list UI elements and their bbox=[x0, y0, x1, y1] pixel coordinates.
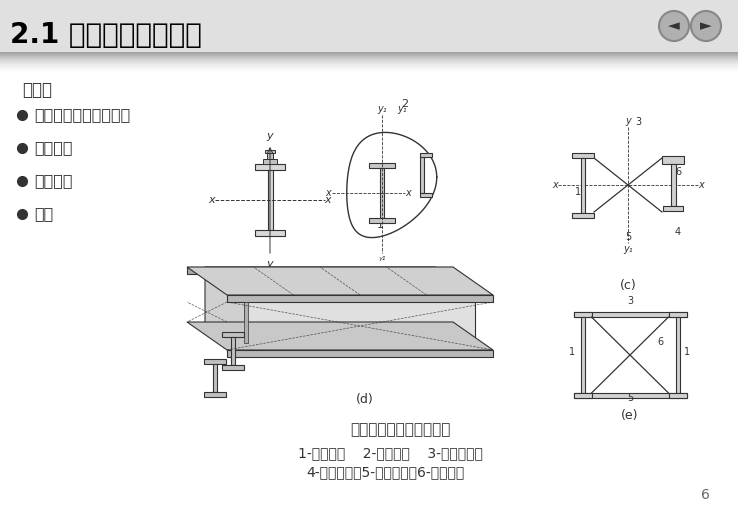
Bar bbox=[204, 359, 226, 364]
Polygon shape bbox=[245, 295, 475, 350]
Bar bbox=[0, 66, 738, 68]
Text: y₁: y₁ bbox=[397, 104, 407, 114]
Bar bbox=[671, 164, 675, 206]
Bar bbox=[369, 218, 395, 223]
Text: 3: 3 bbox=[627, 296, 633, 306]
Text: 2: 2 bbox=[401, 99, 409, 109]
Polygon shape bbox=[227, 350, 493, 357]
Bar bbox=[573, 393, 686, 398]
Bar bbox=[244, 302, 248, 343]
Bar bbox=[267, 170, 272, 230]
Text: 5: 5 bbox=[627, 393, 633, 403]
Bar bbox=[265, 150, 275, 153]
Text: 辅助桁架: 辅助桁架 bbox=[34, 174, 72, 188]
Polygon shape bbox=[187, 322, 493, 350]
Text: y: y bbox=[266, 131, 273, 141]
Text: 1: 1 bbox=[376, 220, 384, 230]
Text: x: x bbox=[209, 195, 215, 205]
Bar bbox=[573, 312, 591, 317]
Bar bbox=[663, 206, 683, 211]
Bar bbox=[0, 64, 738, 66]
Bar bbox=[0, 52, 738, 54]
Bar bbox=[0, 70, 738, 72]
Bar bbox=[0, 60, 738, 62]
Text: (d): (d) bbox=[356, 394, 374, 406]
Text: (b): (b) bbox=[411, 281, 429, 295]
Bar bbox=[0, 74, 738, 76]
Bar bbox=[204, 392, 226, 397]
Text: y: y bbox=[625, 116, 631, 126]
Bar bbox=[0, 54, 738, 56]
Text: 1: 1 bbox=[575, 187, 581, 197]
Bar bbox=[0, 72, 738, 74]
Text: x: x bbox=[405, 188, 411, 198]
Text: y: y bbox=[266, 259, 273, 269]
Bar bbox=[222, 332, 244, 337]
Text: 5: 5 bbox=[625, 232, 631, 242]
Text: x: x bbox=[325, 195, 331, 205]
Bar bbox=[0, 56, 738, 58]
Polygon shape bbox=[227, 295, 493, 302]
Bar bbox=[669, 393, 686, 398]
Text: y₁: y₁ bbox=[377, 104, 387, 114]
Text: 3: 3 bbox=[635, 117, 641, 127]
Bar bbox=[263, 159, 277, 164]
Bar bbox=[369, 163, 395, 168]
Text: y₁: y₁ bbox=[623, 244, 632, 254]
Bar bbox=[213, 364, 217, 392]
Bar bbox=[420, 193, 432, 197]
Text: 1: 1 bbox=[684, 347, 691, 357]
Text: x: x bbox=[325, 188, 331, 198]
Text: x: x bbox=[698, 180, 704, 190]
Text: 4: 4 bbox=[675, 227, 681, 237]
Text: 支撑: 支撑 bbox=[34, 206, 53, 221]
Circle shape bbox=[659, 11, 689, 41]
Bar bbox=[255, 230, 285, 236]
Polygon shape bbox=[205, 267, 475, 295]
Bar bbox=[267, 153, 273, 159]
Text: (c): (c) bbox=[620, 278, 636, 292]
Bar bbox=[420, 157, 424, 193]
Bar bbox=[222, 365, 244, 370]
Bar bbox=[662, 156, 684, 164]
Text: 吊车梁（或吊车桁架）: 吊车梁（或吊车桁架） bbox=[34, 108, 130, 122]
FancyBboxPatch shape bbox=[0, 0, 738, 52]
Text: 组成：: 组成： bbox=[22, 81, 52, 99]
Text: 6: 6 bbox=[700, 488, 709, 502]
Bar bbox=[573, 312, 686, 317]
Text: 1-吊车梁；    2-制动梁；    3-制动桁架；: 1-吊车梁； 2-制动梁； 3-制动桁架； bbox=[297, 446, 483, 460]
Polygon shape bbox=[205, 267, 245, 350]
Bar bbox=[0, 62, 738, 64]
Text: ►: ► bbox=[700, 18, 712, 34]
Text: 吊车梁及制动结构的组成: 吊车梁及制动结构的组成 bbox=[350, 423, 450, 437]
Bar bbox=[420, 153, 432, 157]
Bar bbox=[581, 317, 584, 393]
Bar bbox=[675, 317, 680, 393]
Text: 6: 6 bbox=[675, 167, 681, 177]
Polygon shape bbox=[187, 267, 453, 274]
Bar bbox=[669, 312, 686, 317]
Text: ᵧ₁: ᵧ₁ bbox=[379, 252, 386, 262]
Text: (a): (a) bbox=[261, 281, 279, 295]
Text: 1: 1 bbox=[570, 347, 576, 357]
Circle shape bbox=[691, 11, 721, 41]
Text: 制动结构: 制动结构 bbox=[34, 141, 72, 155]
Bar bbox=[380, 168, 384, 218]
Bar bbox=[255, 164, 285, 170]
Text: 2.1 吊车梁系统的组成: 2.1 吊车梁系统的组成 bbox=[10, 21, 202, 49]
Text: 6: 6 bbox=[657, 337, 663, 347]
Bar bbox=[572, 212, 594, 217]
Polygon shape bbox=[187, 267, 493, 295]
Bar bbox=[231, 337, 235, 365]
Text: ◄: ◄ bbox=[668, 18, 680, 34]
Text: 4-辅助桁架；5-水平支撑；6-垂直支撑: 4-辅助桁架；5-水平支撑；6-垂直支撑 bbox=[306, 465, 464, 479]
Bar bbox=[572, 152, 594, 157]
Bar bbox=[0, 68, 738, 70]
Bar bbox=[0, 58, 738, 60]
Bar bbox=[581, 157, 585, 212]
Bar bbox=[573, 393, 591, 398]
Text: x: x bbox=[552, 180, 558, 190]
Text: (e): (e) bbox=[621, 408, 639, 422]
